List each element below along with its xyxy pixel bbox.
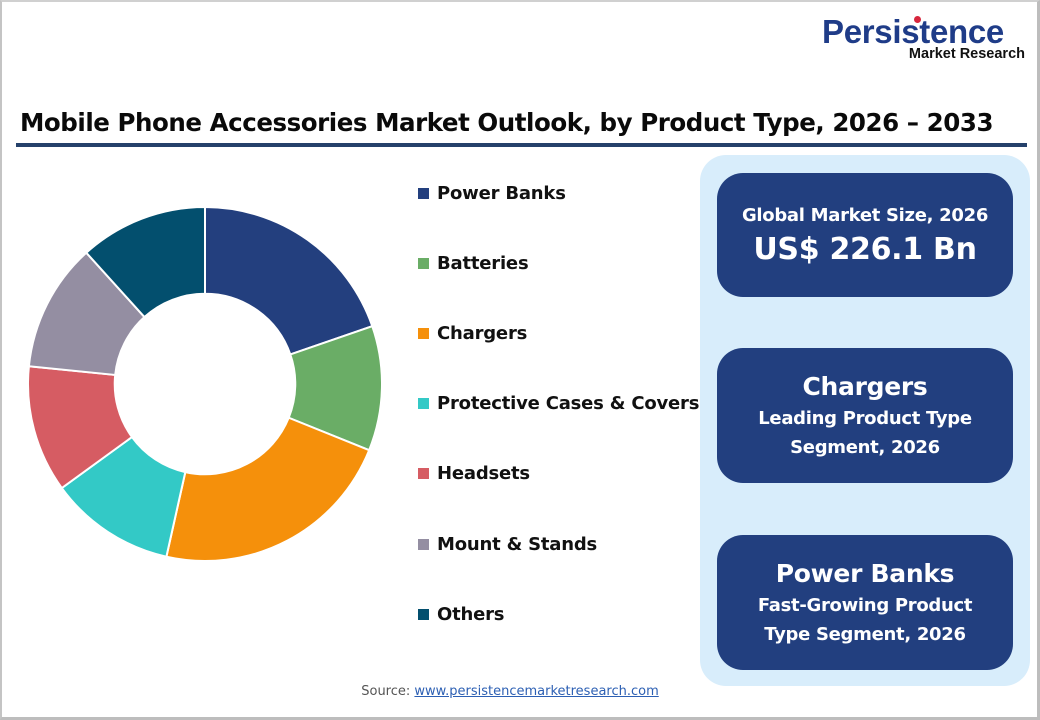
logo-star-dot-icon bbox=[914, 16, 921, 23]
legend-item: Mount & Stands bbox=[418, 529, 597, 559]
leading-segment-card: Chargers Leading Product Type Segment, 2… bbox=[717, 348, 1013, 483]
legend-swatch-icon bbox=[418, 187, 429, 199]
legend-item: Others bbox=[418, 599, 505, 629]
legend-label: Power Banks bbox=[437, 182, 566, 204]
fastest-segment-line2: Type Segment, 2026 bbox=[764, 623, 966, 645]
legend-label: Batteries bbox=[437, 252, 529, 274]
donut-slice-chargers bbox=[165, 416, 371, 562]
market-size-label: Global Market Size, 2026 bbox=[741, 204, 989, 226]
legend-swatch-icon bbox=[418, 538, 429, 550]
legend-item: Protective Cases & Covers bbox=[418, 389, 699, 419]
leading-segment-line1: Leading Product Type bbox=[758, 407, 972, 429]
market-size-value: US$ 226.1 Bn bbox=[753, 231, 977, 267]
leading-segment-title: Chargers bbox=[802, 371, 928, 401]
legend-label: Headsets bbox=[437, 463, 530, 485]
donut-slice-power-banks bbox=[204, 205, 374, 356]
fastest-segment-title: Power Banks bbox=[775, 558, 955, 588]
chart-title: Mobile Phone Accessories Market Outlook,… bbox=[20, 108, 994, 137]
market-size-card: Global Market Size, 2026 US$ 226.1 Bn bbox=[717, 173, 1013, 297]
fastest-segment-line1: Fast-Growing Product bbox=[757, 594, 973, 616]
legend-swatch-icon bbox=[418, 257, 429, 269]
logo-tagline: Market Research bbox=[908, 46, 1025, 62]
legend-label: Others bbox=[437, 603, 505, 625]
source-note: Source: www.persistencemarketresearch.co… bbox=[0, 684, 1020, 699]
legend-label: Chargers bbox=[437, 322, 528, 344]
key-stats-panel: Global Market Size, 2026 US$ 226.1 Bn Ch… bbox=[700, 155, 1030, 686]
source-link[interactable]: www.persistencemarketresearch.com bbox=[414, 684, 659, 699]
legend-item: Chargers bbox=[418, 318, 527, 348]
brand-logo: Persistence Market Research bbox=[822, 14, 1027, 66]
legend-swatch-icon bbox=[418, 608, 429, 620]
legend-label: Protective Cases & Covers bbox=[437, 393, 700, 415]
logo-wordmark: Persistence bbox=[822, 13, 1004, 50]
legend-swatch-icon bbox=[418, 468, 429, 480]
leading-segment-line2: Segment, 2026 bbox=[790, 436, 940, 458]
legend-swatch-icon bbox=[418, 398, 429, 410]
legend-item: Batteries bbox=[418, 248, 529, 278]
legend-item: Headsets bbox=[418, 459, 530, 489]
title-underline bbox=[16, 143, 1027, 147]
fastest-segment-card: Power Banks Fast-Growing Product Type Se… bbox=[717, 535, 1013, 670]
legend-label: Mount & Stands bbox=[437, 533, 598, 555]
donut-slice-others bbox=[84, 205, 206, 319]
legend-swatch-icon bbox=[418, 327, 429, 339]
source-label: Source: bbox=[361, 684, 411, 699]
legend-item: Power Banks bbox=[418, 178, 566, 208]
donut-chart bbox=[27, 205, 383, 562]
